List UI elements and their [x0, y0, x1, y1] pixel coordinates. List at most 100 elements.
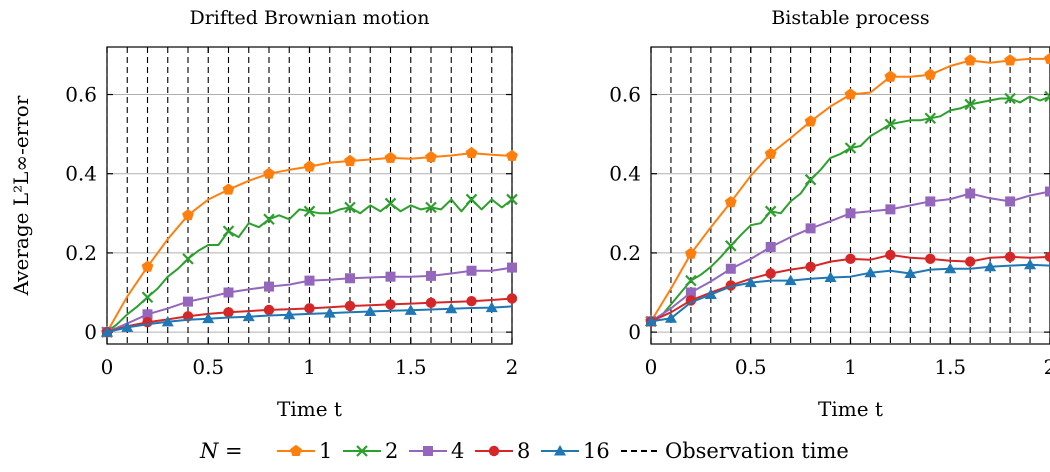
data-point — [344, 300, 356, 312]
legend-label: 8 — [517, 439, 530, 463]
data-point — [264, 281, 274, 292]
y-tick-label: 0.4 — [65, 162, 97, 186]
data-point — [183, 296, 193, 307]
legend-entry-N1: 1 — [277, 439, 332, 463]
data-point — [425, 150, 437, 163]
data-point — [344, 154, 356, 167]
data-point — [1044, 90, 1050, 103]
legend-label: Observation time — [665, 439, 849, 463]
legend-label: 2 — [385, 439, 398, 463]
data-point — [101, 326, 113, 337]
data-point — [645, 315, 657, 326]
data-point — [142, 309, 153, 320]
data-point — [885, 249, 896, 261]
legend-label: 1 — [319, 439, 332, 463]
data-point — [283, 308, 296, 320]
data-point — [263, 304, 275, 316]
legend-entry-N16: 16 — [541, 439, 610, 463]
x-tick-label: 2 — [506, 355, 519, 379]
data-point — [364, 305, 377, 317]
data-point — [182, 209, 194, 221]
data-point — [824, 271, 837, 282]
data-point — [304, 275, 315, 286]
data-point — [1004, 251, 1016, 263]
x-tick-label: 0.5 — [192, 355, 224, 379]
x-axis-label: Time t — [818, 397, 883, 421]
data-point — [303, 205, 316, 218]
data-point — [202, 312, 215, 324]
legend-entry-observation: Observation time — [621, 439, 849, 463]
legend: N = 1 2 4 8 16 Observation time — [199, 439, 849, 463]
data-point — [885, 204, 896, 215]
chart-panel-drifted-brownian: 0 0.5 1 1.5 2 0 0.2 0.4 0.6 Drifted Brownian moti… — [9, 7, 518, 421]
data-point — [465, 193, 478, 206]
data-point — [223, 307, 234, 318]
data-point — [884, 70, 897, 82]
data-point — [404, 304, 417, 315]
data-point — [141, 260, 154, 272]
data-point — [805, 223, 816, 234]
data-point — [344, 201, 356, 214]
data-point — [924, 112, 937, 125]
data-point — [964, 98, 976, 111]
data-point — [704, 288, 717, 299]
data-point — [685, 295, 697, 306]
legend-prefix: N = — [199, 439, 243, 463]
y-tick-label: 0 — [628, 320, 641, 344]
data-point — [465, 146, 478, 159]
data-point — [506, 293, 518, 304]
data-point — [964, 54, 977, 66]
data-point — [222, 183, 235, 195]
data-point — [506, 193, 518, 206]
data-point — [805, 261, 816, 272]
data-point — [685, 287, 696, 298]
data-point — [744, 276, 757, 288]
series-N8 — [645, 249, 1050, 327]
data-point — [1005, 196, 1016, 207]
data-point — [804, 115, 817, 127]
data-point — [426, 270, 436, 281]
data-point — [384, 197, 397, 210]
legend-marker — [356, 445, 368, 457]
data-point — [121, 321, 134, 332]
data-point — [182, 253, 194, 265]
data-point — [725, 240, 737, 252]
x-tick-label: 2 — [1044, 355, 1050, 379]
x-tick-label: 1 — [844, 355, 857, 379]
data-point — [507, 262, 517, 273]
data-point — [765, 241, 776, 252]
data-point — [724, 196, 737, 208]
data-point — [304, 303, 315, 314]
data-point — [844, 88, 857, 100]
legend-entry-N8: 8 — [475, 439, 530, 463]
x-axis-label: Time t — [277, 397, 342, 421]
data-point — [384, 151, 397, 163]
data-point — [222, 225, 235, 237]
data-point — [161, 315, 174, 327]
y-tick-label: 0.6 — [609, 83, 641, 107]
data-point — [965, 188, 976, 199]
data-point — [845, 253, 856, 265]
data-point — [904, 267, 917, 279]
y-tick-label: 0.2 — [609, 241, 641, 265]
legend-label: 16 — [583, 439, 610, 463]
x-tick-label: 1 — [303, 355, 316, 379]
y-tick-label: 0.4 — [609, 162, 641, 186]
data-point — [263, 167, 275, 179]
data-point — [223, 287, 234, 298]
series-line — [106, 305, 513, 334]
chart-panel-bistable: 0 0.5 1 1.5 2 0 0.2 0.4 0.6 Bistable process Time … — [609, 7, 1050, 421]
data-point — [725, 263, 736, 274]
data-point — [844, 142, 857, 154]
legend-marker — [554, 445, 566, 456]
data-point — [1004, 54, 1016, 66]
data-point — [385, 271, 396, 282]
data-point — [685, 274, 697, 287]
data-point — [765, 268, 776, 279]
data-point — [1004, 92, 1016, 105]
data-point — [924, 68, 937, 80]
data-point — [685, 247, 697, 259]
data-point — [1045, 186, 1050, 197]
data-point — [864, 266, 877, 278]
